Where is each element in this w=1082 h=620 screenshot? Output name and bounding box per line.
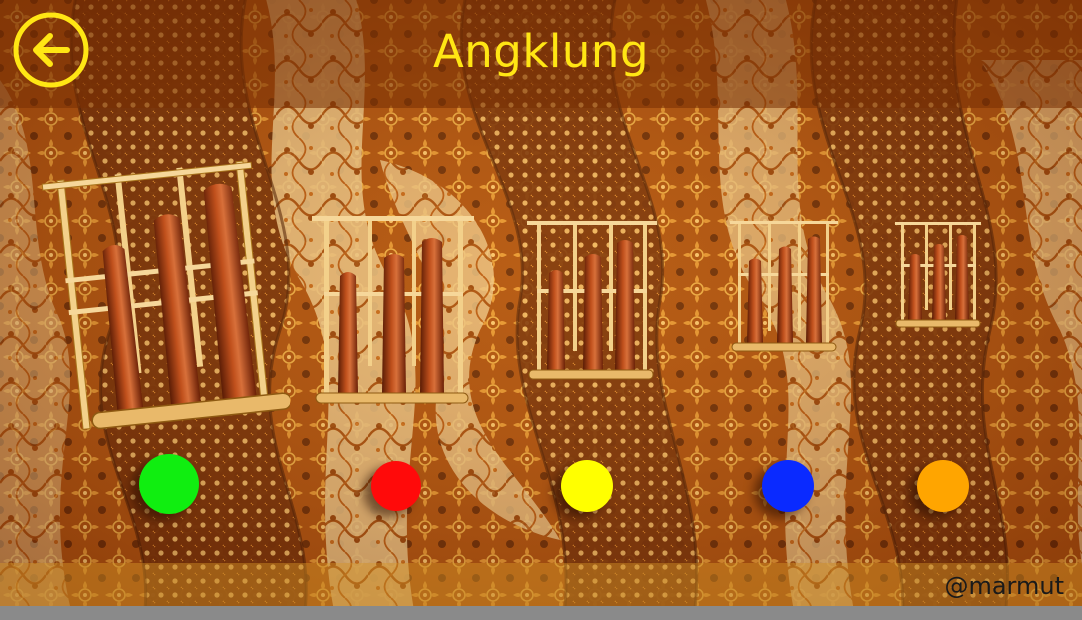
game-stage: Angklung [0, 0, 1082, 606]
page-title: Angklung [432, 25, 650, 78]
bottom-strip [0, 606, 1082, 620]
blue-note-button[interactable] [762, 460, 814, 512]
angklung-4[interactable] [728, 215, 840, 360]
orange-note-button[interactable] [917, 460, 969, 512]
credit-label: @marmut [944, 572, 1064, 600]
yellow-note-button[interactable] [561, 460, 613, 512]
angklung-2[interactable] [308, 208, 478, 413]
header-bar [0, 0, 1082, 108]
green-note-button[interactable] [139, 454, 199, 514]
angklung-1[interactable] [40, 150, 290, 445]
angklung-3[interactable] [525, 215, 660, 387]
angklung-5[interactable] [893, 218, 983, 333]
arrow-left-circle-icon [13, 12, 89, 88]
footer-bar [0, 563, 1082, 606]
back-button[interactable] [12, 11, 90, 89]
red-note-button[interactable] [371, 461, 421, 511]
